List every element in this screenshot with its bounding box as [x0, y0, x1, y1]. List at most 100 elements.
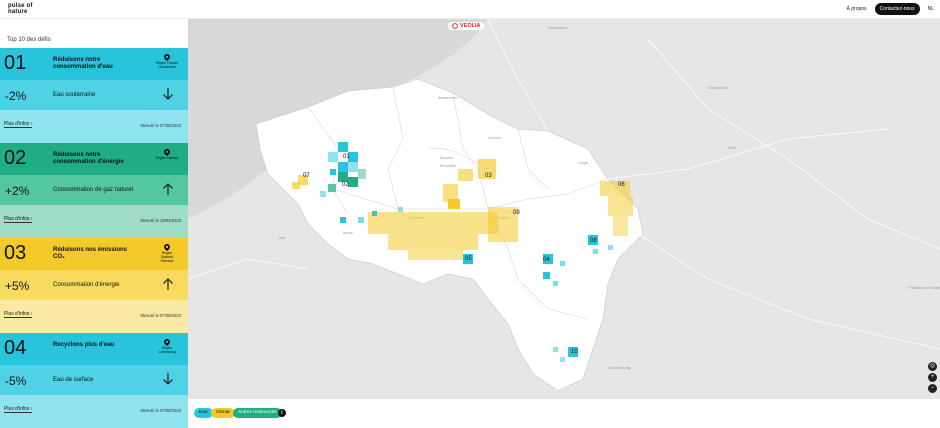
- more-info-link[interactable]: Plus d'infos ›: [4, 311, 33, 318]
- challenge-title: Réduisons notre consommation d'énergie: [53, 152, 124, 165]
- sea-area: [188, 19, 488, 219]
- place-label: Bruxelles: [440, 163, 456, 168]
- challenge-percent: +2%: [5, 184, 30, 198]
- language-switch[interactable]: NL: [927, 6, 934, 12]
- arrow-down-icon: [163, 88, 173, 100]
- region-line1: Région Flandre: [155, 61, 179, 65]
- hotspot-labels: 01 02 03 04 05 06 07 08 09 10: [303, 154, 625, 355]
- legend-bar: Eau Climat Autres ressources i: [188, 399, 940, 426]
- chevron-right-icon: ›: [30, 406, 33, 412]
- arrow-up-icon: [163, 278, 173, 290]
- challenge-number: 03: [4, 242, 27, 264]
- measured-date: Mesuré le 07/08/2023: [140, 313, 181, 318]
- region-line1: Région: [161, 346, 173, 350]
- more-info-label: Plus d'infos: [4, 406, 30, 412]
- challenge-metric: Eau souterraine: [53, 92, 96, 98]
- more-info-label: Plus d'infos: [4, 216, 30, 222]
- challenge-number: 01: [4, 52, 27, 74]
- challenge-metric: Consommation de gaz naturel: [53, 187, 134, 193]
- more-info-link[interactable]: Plus d'infos ›: [4, 406, 33, 413]
- hotspot-label-06[interactable]: 06: [618, 182, 625, 188]
- map-canvas[interactable]: AntwerpenBrusselBruxellesLiègeLeuvenNamu…: [188, 19, 940, 399]
- challenge-region: Région Hainaut: [150, 149, 184, 160]
- place-label: Brussel: [440, 155, 453, 160]
- place-label: Frankfurt am Main: [908, 285, 940, 290]
- challenge-region: Région Brabant Flamand: [150, 244, 184, 263]
- place-label: Mons: [343, 230, 353, 235]
- hotspot-label-08[interactable]: 08: [590, 238, 597, 244]
- locate-button[interactable]: ◎: [928, 362, 937, 371]
- nav-about-link[interactable]: À propos: [846, 6, 867, 12]
- chevron-right-icon: ›: [30, 121, 33, 127]
- place-label: Köln: [728, 145, 736, 150]
- place-label: Lille: [278, 235, 286, 240]
- more-info-link[interactable]: Plus d'infos ›: [4, 121, 33, 128]
- hotspot-label-02[interactable]: 02: [342, 182, 349, 188]
- place-label: Antwerpen: [438, 95, 457, 100]
- challenge-number: 04: [4, 337, 27, 359]
- veolia-mark-icon: [452, 23, 458, 29]
- hotspot-cluster-water-south[interactable]: [340, 207, 613, 362]
- more-info-link[interactable]: Plus d'infos ›: [4, 216, 33, 223]
- challenge-list: 01 Réduisons notre consommation d'eau Ré…: [0, 48, 188, 428]
- challenge-region: Région Luxembourg: [150, 339, 184, 354]
- challenge-metric: Eau de surface: [53, 377, 94, 383]
- veolia-logo: VEOLIA: [448, 22, 485, 30]
- challenge-card-02[interactable]: 02 Réduisons notre consommation d'énergi…: [0, 143, 188, 238]
- filter-chip-eau[interactable]: Eau: [194, 408, 213, 418]
- hotspot-label-03[interactable]: 03: [485, 173, 492, 179]
- top-nav: À propos Contactez-nous NL: [847, 3, 934, 15]
- location-pin-icon: [164, 339, 170, 346]
- region-line2: Luxembourg: [157, 350, 177, 354]
- region-line2: Brabant: [161, 255, 173, 259]
- challenge-metric: Consommation d'énergie: [53, 282, 120, 288]
- measured-date: Mesuré le 18/04/2023: [140, 218, 181, 223]
- arrow-down-icon: [163, 373, 173, 385]
- hotspot-cluster-climate-south[interactable]: [292, 159, 633, 260]
- measured-date: Mesuré le 07/08/2023: [140, 408, 181, 413]
- hotspot-cluster-resources[interactable]: [320, 169, 366, 197]
- hotspot-label-10[interactable]: 10: [571, 349, 578, 355]
- challenge-percent: +5%: [5, 279, 30, 293]
- place-label: Leuven: [488, 135, 501, 140]
- hotspot-label-05[interactable]: 05: [465, 256, 472, 262]
- measured-date: Mesuré le 07/08/2023: [140, 123, 181, 128]
- challenge-number: 02: [4, 147, 27, 169]
- zoom-in-button[interactable]: +: [928, 373, 937, 382]
- challenge-title: Réduisons nos émissions CO₂: [53, 247, 128, 260]
- location-pin-icon: [164, 54, 170, 61]
- place-label: Luxembourg: [608, 365, 630, 370]
- location-pin-icon: [164, 149, 170, 156]
- hotspot-label-07[interactable]: 07: [303, 173, 310, 179]
- region-line2: Occidentale: [158, 65, 176, 69]
- filter-chip-climat[interactable]: Climat: [211, 408, 235, 418]
- region-line1: Région Hainaut: [155, 156, 179, 160]
- region-line1: Région: [161, 251, 173, 255]
- zoom-out-button[interactable]: −: [928, 384, 937, 393]
- challenge-title: Recyclons plus d'eau: [53, 342, 115, 348]
- place-label: Düsseldorf: [708, 85, 728, 90]
- info-icon[interactable]: i: [278, 409, 286, 417]
- more-info-label: Plus d'infos: [4, 311, 30, 317]
- challenge-percent: -2%: [5, 89, 27, 103]
- challenge-region: Région Flandre Occidentale: [150, 54, 184, 69]
- challenge-card-03[interactable]: 03 Réduisons nos émissions CO₂ Région Br…: [0, 238, 188, 333]
- arrow-up-icon: [163, 183, 173, 195]
- challenge-title: Réduisons notre consommation d'eau: [53, 57, 113, 70]
- hotspot-label-01[interactable]: 01: [343, 154, 350, 160]
- challenge-card-01[interactable]: 01 Réduisons notre consommation d'eau Ré…: [0, 48, 188, 143]
- challenge-card-04[interactable]: 04 Recyclons plus d'eau Région Luxembour…: [0, 333, 188, 428]
- hotspot-cluster-water-north[interactable]: [328, 142, 358, 175]
- hotspot-label-09[interactable]: 09: [513, 210, 520, 216]
- challenge-percent: -5%: [5, 374, 27, 388]
- logo-line1: pulse of: [8, 3, 33, 9]
- contact-button[interactable]: Contactez-nous: [874, 3, 920, 15]
- roads: [188, 19, 940, 350]
- location-pin-icon: [164, 244, 170, 251]
- logo-line2: nature: [8, 9, 28, 15]
- hotspot-label-04[interactable]: 04: [543, 257, 550, 263]
- veolia-brand: VEOLIA: [460, 23, 481, 29]
- more-info-label: Plus d'infos: [4, 121, 30, 127]
- filter-chip-autres-ressources[interactable]: Autres ressources: [233, 408, 282, 418]
- logo[interactable]: pulse of nature: [8, 3, 33, 15]
